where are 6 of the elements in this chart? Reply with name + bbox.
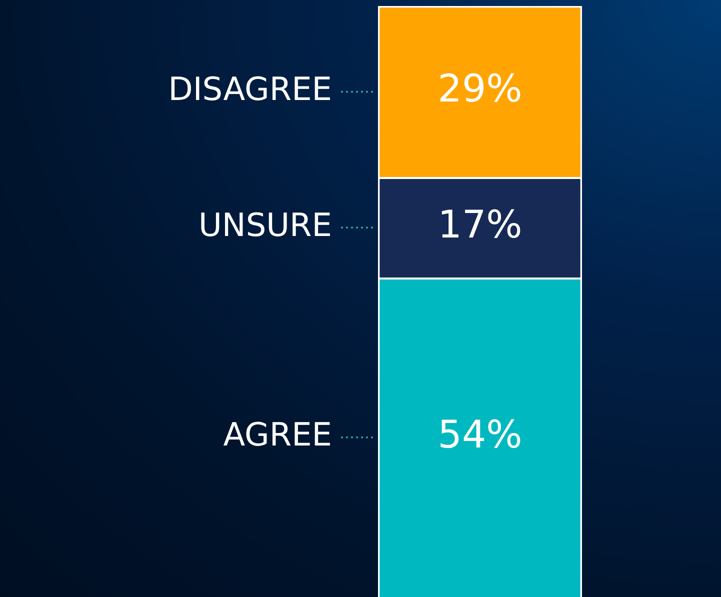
data-label: 54% [438, 412, 522, 456]
data-label: 29% [438, 66, 522, 111]
data-label: 17% [438, 202, 522, 246]
series-label: DISAGREE [168, 70, 332, 108]
series-label: UNSURE [198, 206, 332, 244]
series-label: AGREE [223, 416, 332, 454]
